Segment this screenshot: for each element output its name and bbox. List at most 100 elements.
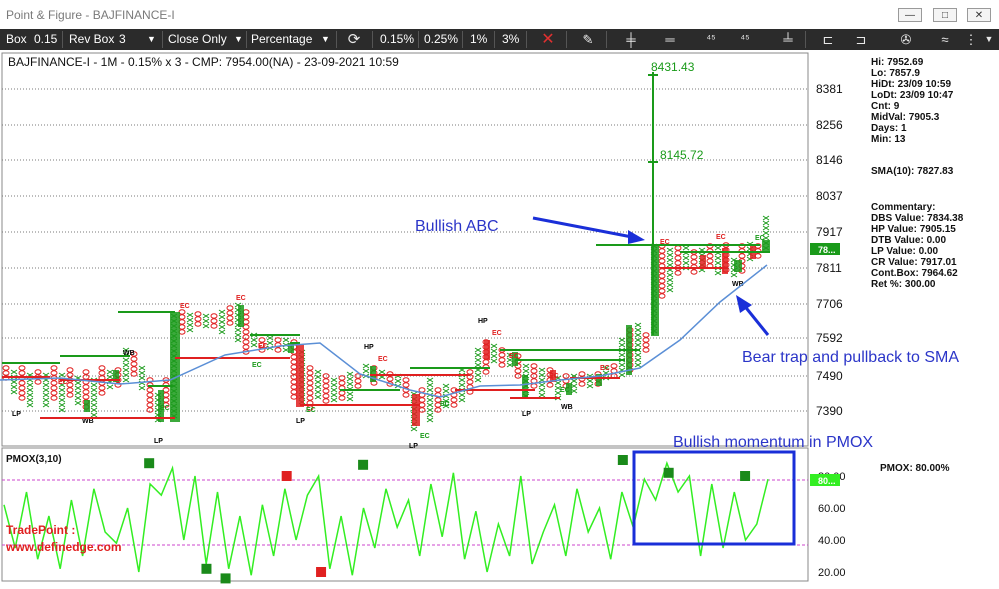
pnf-x-column bbox=[586, 373, 594, 389]
pmox-title: PMOX(3,10) bbox=[6, 454, 62, 465]
stat-lp: LP Value: 0.00 bbox=[871, 246, 939, 257]
pct-button-3[interactable]: 3% bbox=[502, 32, 520, 46]
commentary-panel: Commentary: DBS Value: 7834.38 HP Value:… bbox=[871, 202, 963, 290]
chart-header: BAJFINANCE-I - 1M - 0.15% x 3 - CMP: 795… bbox=[8, 55, 399, 69]
pmox-tag-bg bbox=[810, 474, 840, 486]
pnf-signal-box bbox=[734, 260, 742, 272]
stat-cr: CR Value: 7917.01 bbox=[871, 257, 957, 268]
sma-panel: SMA(10): 7827.83 bbox=[871, 166, 953, 177]
box-type-value: Percentage bbox=[251, 32, 313, 46]
pattern-label: LP bbox=[522, 411, 531, 418]
options-icon[interactable]: ⋮ bbox=[964, 32, 978, 47]
target-top-label: 8431.43 bbox=[651, 60, 695, 74]
pattern-label: EC bbox=[509, 353, 519, 360]
refresh-icon[interactable]: ⟳ bbox=[347, 31, 361, 48]
bracket-tool-icon[interactable]: ⊏ bbox=[822, 32, 834, 47]
pattern-label: EC bbox=[180, 303, 190, 310]
pct-button-025[interactable]: 0.25% bbox=[424, 32, 459, 46]
main-chart-frame bbox=[1, 52, 809, 447]
y-tick-label: 7592 bbox=[816, 331, 843, 345]
y-axis-ticks: 8381 8256 8146 8037 7917 7811 7706 7592 7490 7390 bbox=[816, 82, 843, 418]
edit-icon[interactable]: ✎ bbox=[582, 32, 594, 47]
pmox-highlight-box bbox=[632, 450, 796, 546]
maximize-icon[interactable]: □ bbox=[933, 8, 957, 22]
pmox-marker-green bbox=[663, 467, 674, 478]
pnf-o-column bbox=[450, 387, 458, 408]
toolbar: Box 0.15 Rev Box 3 ▼ Close Only ▼ Percen… bbox=[0, 29, 999, 50]
pattern-label: EC bbox=[560, 387, 570, 394]
pnf-signal-box bbox=[84, 400, 90, 412]
trend-line-tool-icon[interactable]: ═ bbox=[665, 32, 675, 47]
pnf-signal-box bbox=[296, 345, 304, 407]
angle-45-down-icon[interactable]: ⁴⁵ bbox=[706, 33, 716, 45]
pmox-line bbox=[3, 460, 769, 576]
pnf-o-column bbox=[130, 351, 138, 377]
pattern-label: EC bbox=[252, 362, 262, 369]
pnf-o-column bbox=[642, 332, 650, 353]
pnf-x-column bbox=[138, 365, 146, 391]
fit-chart-icon[interactable]: ⊐ bbox=[855, 32, 867, 47]
pattern-label: EC bbox=[660, 239, 670, 246]
pmox-markers bbox=[144, 455, 751, 584]
price-mode-select[interactable]: Close Only ▼ bbox=[168, 30, 243, 49]
box-input[interactable]: 0.15 bbox=[31, 30, 58, 49]
pnf-o-column bbox=[498, 347, 506, 368]
pattern-label: EC bbox=[160, 405, 170, 412]
pattern-label: EC bbox=[755, 235, 765, 242]
pmox-tag: 80... bbox=[818, 476, 836, 486]
indicator-icon[interactable]: ≈ bbox=[941, 32, 949, 47]
stat-min: Min: 13 bbox=[871, 134, 906, 145]
pmox-tick-label: 40.00 bbox=[818, 535, 846, 547]
vertical-line-tool-icon[interactable]: ╧ bbox=[783, 32, 793, 47]
pnf-o-column bbox=[82, 369, 90, 410]
pnf-o-column bbox=[210, 313, 218, 329]
rev-box-label: Rev Box bbox=[69, 32, 115, 46]
horizontal-line-tool-icon[interactable]: ╪ bbox=[626, 32, 636, 47]
close-icon[interactable]: ✕ bbox=[967, 8, 991, 22]
box-type-select[interactable]: Percentage ▼ bbox=[251, 30, 331, 49]
pnf-x-column bbox=[666, 247, 674, 293]
pnf-signal-box bbox=[722, 248, 728, 274]
pattern-label: EC bbox=[378, 356, 388, 363]
pnf-o-column bbox=[354, 373, 362, 389]
minimize-icon[interactable]: — bbox=[898, 8, 922, 22]
pattern-label: WB bbox=[82, 418, 94, 425]
window-titlebar: Point & Figure - BAJFINANCE-I — □ ✕ bbox=[0, 0, 999, 30]
pattern-label: LP bbox=[12, 411, 21, 418]
pattern-label: WB bbox=[561, 404, 573, 411]
stat-hp: HP Value: 7905.15 bbox=[871, 224, 956, 235]
pnf-o-column bbox=[226, 305, 234, 326]
pnf-signal-box bbox=[158, 390, 164, 422]
pattern-label: EC bbox=[58, 379, 68, 386]
pattern-label: EC bbox=[492, 330, 502, 337]
rev-box-select[interactable]: 3 ▼ bbox=[119, 30, 156, 49]
angle-45-up-icon[interactable]: ⁴⁵ bbox=[740, 33, 750, 45]
pattern-label: EC bbox=[236, 295, 246, 302]
stat-lodt: LoDt: 23/09 10:47 bbox=[871, 90, 954, 101]
delete-icon[interactable]: ✕ bbox=[541, 31, 555, 48]
chevron-down-icon: ▼ bbox=[234, 34, 243, 44]
pmox-tick-label: 20.00 bbox=[818, 567, 846, 579]
announcement-icon[interactable]: ✇ bbox=[900, 32, 912, 47]
pattern-label: LP bbox=[409, 443, 418, 450]
arrow-bear-trap bbox=[741, 303, 770, 336]
brand-line2: www.definedge.com bbox=[5, 540, 122, 554]
annotation-momentum: Bullish momentum in PMOX bbox=[673, 434, 873, 451]
pct-button-1[interactable]: 1% bbox=[470, 32, 488, 46]
pnf-signal-box bbox=[596, 374, 602, 386]
y-tick-label: 8381 bbox=[816, 82, 843, 96]
pattern-label: HP bbox=[364, 344, 374, 351]
price-mode-value: Close Only bbox=[168, 32, 227, 46]
pnf-signal-box bbox=[651, 246, 659, 336]
annotation-bullish-abc: Bullish ABC bbox=[415, 218, 499, 235]
window-title: Point & Figure - BAJFINANCE-I bbox=[6, 8, 175, 22]
pnf-signal-box bbox=[762, 240, 770, 252]
pct-button-015[interactable]: 0.15% bbox=[380, 32, 415, 46]
y-tick-label: 7917 bbox=[816, 225, 843, 239]
pnf-signal-box bbox=[484, 340, 490, 360]
chevron-down-icon[interactable]: ▼ bbox=[984, 34, 994, 44]
pnf-signal-box bbox=[288, 343, 294, 353]
pmox-marker-green bbox=[220, 573, 231, 584]
pattern-label: HP bbox=[478, 318, 488, 325]
pattern-label: EC bbox=[600, 365, 610, 372]
